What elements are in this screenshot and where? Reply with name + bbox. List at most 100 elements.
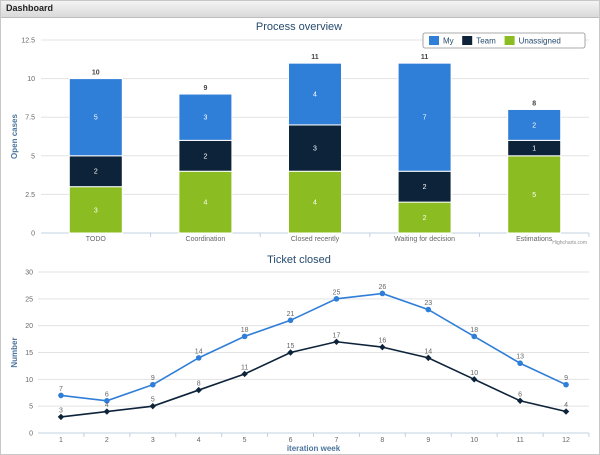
y-axis-title: Open cases	[10, 113, 19, 158]
data-point-marker[interactable]	[379, 343, 386, 351]
bar-segment-label: 4	[313, 92, 317, 99]
x-tick-label: Waiting for decision	[394, 236, 455, 243]
data-label: 4	[105, 402, 109, 409]
x-tick-label: 3	[151, 437, 155, 444]
bar-segment[interactable]	[288, 124, 342, 172]
y-tick-label: 5	[29, 404, 33, 411]
bar-segment[interactable]	[178, 93, 233, 141]
data-point-marker[interactable]	[517, 360, 523, 367]
bar-segment[interactable]	[397, 170, 452, 203]
bar-segment-label: 2	[203, 153, 207, 160]
x-tick-label: TODO	[86, 236, 107, 243]
bar-segment-label: 4	[203, 200, 207, 207]
data-point-marker[interactable]	[425, 354, 432, 362]
data-label: 11	[241, 364, 248, 371]
y-tick-label: 10	[27, 76, 35, 83]
data-point-marker[interactable]	[287, 317, 294, 324]
legend-item[interactable]: Unassigned	[504, 36, 561, 46]
data-point-marker[interactable]	[241, 333, 248, 340]
bar-total-label: 10	[92, 70, 100, 77]
y-tick-label: 20	[25, 323, 33, 330]
data-label: 6	[105, 391, 109, 398]
x-axis-title: iteration week	[287, 444, 341, 453]
bar-segment-label: 2	[423, 215, 427, 222]
bar-total-label: 11	[421, 54, 429, 61]
bar-total-label: 11	[311, 54, 319, 61]
data-label: 3	[59, 407, 63, 414]
data-point-marker[interactable]	[562, 408, 570, 415]
bar-segment[interactable]	[507, 155, 562, 234]
data-label: 26	[378, 284, 386, 291]
bar-segment[interactable]	[397, 62, 452, 172]
data-label: 18	[241, 327, 249, 334]
legend-swatch	[462, 36, 473, 45]
bar-segment-label: 2	[423, 184, 427, 191]
y-tick-label: 15	[25, 350, 33, 357]
data-point-marker[interactable]	[471, 376, 478, 383]
data-point-marker[interactable]	[195, 355, 202, 361]
data-label: 16	[378, 338, 386, 345]
bar-segment[interactable]	[178, 170, 233, 234]
bar-segment[interactable]	[178, 139, 233, 172]
y-tick-label: 10	[25, 377, 33, 384]
x-tick-label: Estimations	[516, 236, 553, 243]
bar-segment[interactable]	[507, 108, 562, 141]
bar-segment-label: 2	[94, 169, 98, 176]
legend-label: Team	[476, 37, 496, 46]
bar-total-label: 9	[203, 85, 207, 92]
data-point-marker[interactable]	[149, 381, 156, 388]
x-tick-label: 12	[562, 437, 570, 444]
data-label: 4	[564, 402, 568, 409]
x-tick-label: Closed recently	[291, 236, 340, 243]
bar-segment-label: 3	[94, 207, 98, 214]
data-label: 8	[197, 381, 201, 388]
data-label: 7	[59, 386, 63, 393]
data-point-marker[interactable]	[425, 306, 432, 313]
data-point-marker[interactable]	[333, 338, 340, 345]
data-point-marker[interactable]	[58, 392, 64, 399]
y-tick-label: 0	[29, 431, 33, 438]
data-point-marker[interactable]	[241, 370, 248, 378]
x-tick-label: 4	[197, 437, 201, 444]
bar-segment-label: 5	[94, 115, 98, 122]
bar-segment[interactable]	[68, 78, 123, 157]
bar-segment-label: 1	[532, 146, 536, 153]
process-overview-chart: Process overview 0 2.5 5 7.5 10 12.5 Open cases…	[10, 21, 590, 246]
data-point-marker[interactable]	[471, 333, 478, 340]
data-point-marker[interactable]	[379, 290, 386, 297]
data-point-marker[interactable]	[104, 398, 110, 404]
y-tick-label: 5	[31, 153, 35, 160]
legend-item[interactable]: Team	[462, 36, 496, 46]
data-point-marker[interactable]	[57, 413, 65, 421]
x-tick-label: 9	[426, 437, 430, 444]
x-tick-label: 11	[516, 437, 523, 444]
data-label: 25	[333, 289, 341, 296]
data-point-marker[interactable]	[149, 402, 156, 410]
legend-swatch	[429, 36, 439, 45]
series-line	[60, 340, 567, 418]
window-title: Dashboard	[6, 3, 54, 13]
data-point-marker[interactable]	[333, 296, 340, 302]
bar-segment[interactable]	[397, 201, 452, 234]
y-axis-title: Number	[10, 337, 19, 367]
data-label: 17	[333, 332, 341, 339]
data-point-marker[interactable]	[195, 386, 202, 394]
legend-item[interactable]: My	[429, 36, 454, 46]
bar-segment[interactable]	[288, 62, 342, 126]
bar-segment[interactable]	[68, 155, 123, 188]
data-label: 9	[564, 375, 568, 382]
data-point-marker[interactable]	[103, 408, 111, 415]
chart-legend: My Team Unassigned	[422, 32, 586, 49]
data-label: 13	[516, 354, 524, 361]
data-point-marker[interactable]	[563, 381, 569, 388]
data-label: 14	[424, 348, 432, 355]
bar-segment[interactable]	[68, 186, 123, 234]
chart-title: Ticket closed	[267, 254, 331, 266]
data-point-marker[interactable]	[516, 397, 524, 404]
data-point-marker[interactable]	[287, 349, 294, 356]
series-line	[60, 292, 567, 402]
data-label: 15	[287, 343, 295, 350]
chart-title: Process overview	[256, 21, 342, 33]
credits-link[interactable]: Highcharts.com	[552, 240, 587, 246]
